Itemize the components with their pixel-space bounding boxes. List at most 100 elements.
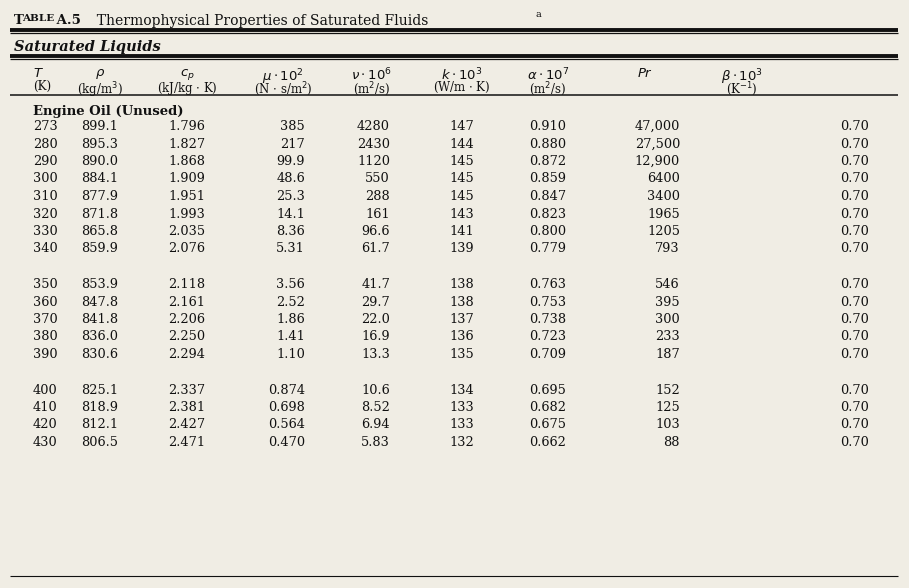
Text: 133: 133 — [450, 419, 474, 432]
Text: 138: 138 — [450, 296, 474, 309]
Text: 0.70: 0.70 — [841, 330, 869, 343]
Text: 47,000: 47,000 — [634, 120, 680, 133]
Text: $\rho$: $\rho$ — [95, 67, 105, 81]
Text: 380: 380 — [33, 330, 58, 343]
Text: 0.70: 0.70 — [841, 296, 869, 309]
Text: 390: 390 — [33, 348, 57, 361]
Text: 6400: 6400 — [647, 172, 680, 185]
Text: 136: 136 — [450, 330, 474, 343]
Text: 841.8: 841.8 — [81, 313, 118, 326]
Text: 899.1: 899.1 — [81, 120, 118, 133]
Text: 0.695: 0.695 — [530, 383, 566, 396]
Text: (kJ/kg $\cdot$ K): (kJ/kg $\cdot$ K) — [156, 80, 217, 97]
Text: 793: 793 — [655, 242, 680, 256]
Text: 2.076: 2.076 — [168, 242, 205, 256]
Text: 300: 300 — [655, 313, 680, 326]
Text: 0.847: 0.847 — [529, 190, 566, 203]
Text: 825.1: 825.1 — [81, 383, 118, 396]
Text: 0.910: 0.910 — [530, 120, 566, 133]
Text: 8.52: 8.52 — [361, 401, 390, 414]
Text: 134: 134 — [450, 383, 474, 396]
Text: Thermophysical Properties of Saturated Fluids: Thermophysical Properties of Saturated F… — [88, 14, 428, 28]
Text: 2.206: 2.206 — [168, 313, 205, 326]
Text: 145: 145 — [450, 172, 474, 185]
Text: 2.250: 2.250 — [168, 330, 205, 343]
Text: 859.9: 859.9 — [81, 242, 118, 256]
Text: 865.8: 865.8 — [81, 225, 118, 238]
Text: 27,500: 27,500 — [634, 138, 680, 151]
Text: 0.70: 0.70 — [841, 419, 869, 432]
Text: 350: 350 — [33, 278, 58, 291]
Text: 340: 340 — [33, 242, 58, 256]
Text: 1.909: 1.909 — [168, 172, 205, 185]
Text: 1.868: 1.868 — [168, 155, 205, 168]
Text: 12,900: 12,900 — [634, 155, 680, 168]
Text: 3400: 3400 — [647, 190, 680, 203]
Text: 138: 138 — [450, 278, 474, 291]
Text: 0.70: 0.70 — [841, 313, 869, 326]
Text: 2.381: 2.381 — [168, 401, 205, 414]
Text: 2.337: 2.337 — [168, 383, 205, 396]
Text: $T$: $T$ — [33, 67, 44, 80]
Text: 143: 143 — [450, 208, 474, 220]
Text: $k \cdot 10^3$: $k \cdot 10^3$ — [442, 67, 483, 83]
Text: 420: 420 — [33, 419, 58, 432]
Text: 890.0: 890.0 — [81, 155, 118, 168]
Text: 103: 103 — [655, 419, 680, 432]
Text: 1.951: 1.951 — [168, 190, 205, 203]
Text: 88: 88 — [664, 436, 680, 449]
Text: 1.10: 1.10 — [276, 348, 305, 361]
Text: 61.7: 61.7 — [361, 242, 390, 256]
Text: 0.779: 0.779 — [530, 242, 566, 256]
Text: 0.723: 0.723 — [529, 330, 566, 343]
Text: 830.6: 830.6 — [81, 348, 118, 361]
Text: 22.0: 22.0 — [361, 313, 390, 326]
Text: 0.470: 0.470 — [268, 436, 305, 449]
Text: 330: 330 — [33, 225, 58, 238]
Text: 2.161: 2.161 — [168, 296, 205, 309]
Text: 410: 410 — [33, 401, 58, 414]
Text: 6.94: 6.94 — [362, 419, 390, 432]
Text: 29.7: 29.7 — [361, 296, 390, 309]
Text: 2.035: 2.035 — [168, 225, 205, 238]
Text: $\beta \cdot 10^3$: $\beta \cdot 10^3$ — [721, 67, 763, 86]
Text: 853.9: 853.9 — [81, 278, 118, 291]
Text: 0.738: 0.738 — [529, 313, 566, 326]
Text: Engine Oil (Unused): Engine Oil (Unused) — [33, 105, 184, 118]
Text: 135: 135 — [450, 348, 474, 361]
Text: 0.70: 0.70 — [841, 242, 869, 256]
Text: 0.70: 0.70 — [841, 383, 869, 396]
Text: 0.70: 0.70 — [841, 138, 869, 151]
Text: $Pr$: $Pr$ — [637, 67, 653, 80]
Text: 0.874: 0.874 — [268, 383, 305, 396]
Text: 0.70: 0.70 — [841, 225, 869, 238]
Text: 10.6: 10.6 — [361, 383, 390, 396]
Text: 812.1: 812.1 — [81, 419, 118, 432]
Text: 25.3: 25.3 — [276, 190, 305, 203]
Text: (W/m $\cdot$ K): (W/m $\cdot$ K) — [434, 80, 491, 95]
Text: 139: 139 — [450, 242, 474, 256]
Text: 0.70: 0.70 — [841, 155, 869, 168]
Text: 836.0: 836.0 — [81, 330, 118, 343]
Text: 280: 280 — [33, 138, 58, 151]
Text: 360: 360 — [33, 296, 57, 309]
Text: 847.8: 847.8 — [81, 296, 118, 309]
Text: 141: 141 — [450, 225, 474, 238]
Text: 0.698: 0.698 — [268, 401, 305, 414]
Text: 14.1: 14.1 — [276, 208, 305, 220]
Text: 0.70: 0.70 — [841, 278, 869, 291]
Text: 1.827: 1.827 — [168, 138, 205, 151]
Text: 1.86: 1.86 — [276, 313, 305, 326]
Text: ABLE: ABLE — [22, 14, 55, 23]
Text: 5.83: 5.83 — [361, 436, 390, 449]
Text: 0.70: 0.70 — [841, 120, 869, 133]
Text: 1.796: 1.796 — [168, 120, 205, 133]
Text: 133: 133 — [450, 401, 474, 414]
Text: 13.3: 13.3 — [361, 348, 390, 361]
Text: 288: 288 — [365, 190, 390, 203]
Text: 16.9: 16.9 — [362, 330, 390, 343]
Text: 0.709: 0.709 — [530, 348, 566, 361]
Text: (K$^{-1}$): (K$^{-1}$) — [726, 80, 758, 98]
Text: 0.753: 0.753 — [529, 296, 566, 309]
Text: 2.118: 2.118 — [168, 278, 205, 291]
